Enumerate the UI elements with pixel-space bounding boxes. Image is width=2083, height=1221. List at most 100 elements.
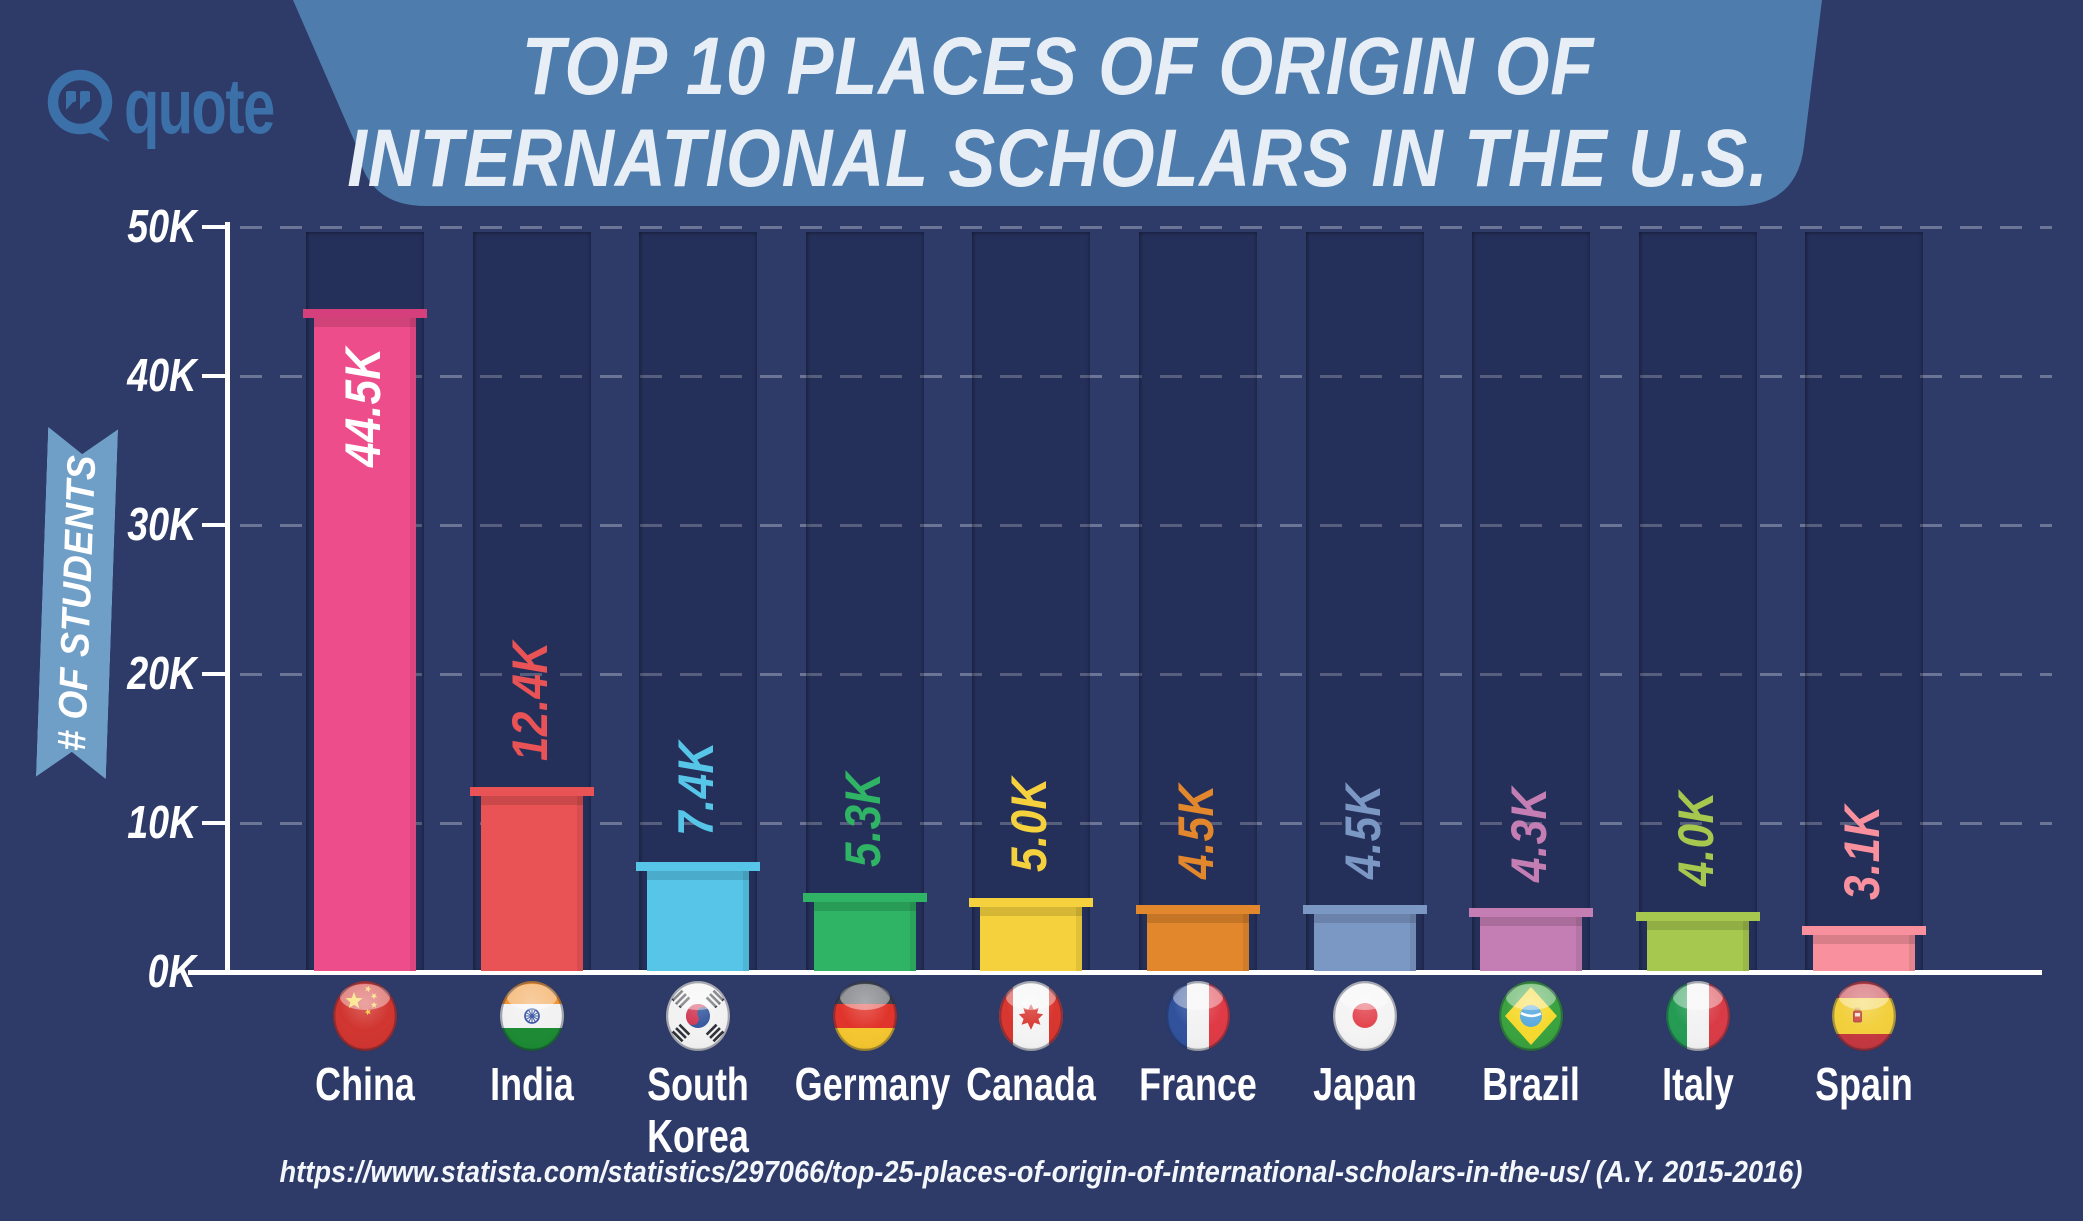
title-banner <box>293 0 1822 206</box>
bar-cap-shadow-brazil <box>1480 917 1582 926</box>
brazil-flag-icon <box>1498 980 1564 1052</box>
gridline-10K <box>240 822 2052 825</box>
gridline-40K <box>240 375 2052 378</box>
page-title-line-2: INTERNATIONAL SCHOLARS IN THE U.S. <box>347 113 1769 204</box>
source-citation: https://www.statista.com/statistics/2970… <box>279 1154 1803 1189</box>
background-column-japan <box>1306 232 1424 970</box>
y-axis-line <box>225 222 230 974</box>
japan-flag-icon <box>1332 980 1398 1052</box>
country-label-spain: Spain <box>1774 1058 1954 1110</box>
bar-cap-south-korea <box>636 862 760 871</box>
y-axis-tick-label-40K: 40K <box>126 349 196 401</box>
france-flag-icon <box>1165 980 1231 1052</box>
country-label-line: Brazil <box>1482 1058 1580 1110</box>
bar-spain <box>1813 935 1915 971</box>
bar-cap-china <box>303 309 427 318</box>
bar-cap-shadow-china <box>314 318 416 327</box>
bar-canada <box>980 907 1082 971</box>
china-flag-icon <box>332 980 398 1052</box>
bar-cap-canada <box>969 898 1093 907</box>
country-label-line: Japan <box>1313 1058 1417 1110</box>
x-axis-line <box>188 970 2042 975</box>
bar-value-label-spain: 3.1K <box>1834 805 1890 900</box>
bar-india <box>481 796 583 971</box>
background-column-spain <box>1805 232 1923 970</box>
bar-cap-shadow-france <box>1147 914 1249 923</box>
y-axis-tick-label-0K: 0K <box>147 945 196 997</box>
y-axis-tick-50K <box>202 225 228 229</box>
bar-value-label-france: 4.5K <box>1168 784 1224 879</box>
bar-value-label-italy: 4.0K <box>1668 791 1724 886</box>
country-label-line: Italy <box>1662 1058 1734 1110</box>
bar-cap-japan <box>1303 905 1427 914</box>
background-column-france <box>1139 232 1257 970</box>
bar-value-label-brazil: 4.3K <box>1501 787 1557 882</box>
y-axis-tick-10K <box>202 821 228 825</box>
bar-germany <box>814 902 916 971</box>
background-column-brazil <box>1472 232 1590 970</box>
bar-value-label-germany: 5.3K <box>835 772 891 867</box>
bar-cap-shadow-germany <box>814 902 916 911</box>
germany-flag-icon <box>832 980 898 1052</box>
bar-cap-shadow-japan <box>1314 914 1416 923</box>
y-axis-tick-label-30K: 30K <box>126 498 196 550</box>
bar-italy <box>1647 921 1749 971</box>
background-column-italy <box>1639 232 1757 970</box>
bar-cap-shadow-canada <box>980 907 1082 916</box>
country-label-canada: Canada <box>941 1058 1121 1110</box>
bar-france <box>1147 914 1249 971</box>
bar-cap-italy <box>1636 912 1760 921</box>
country-label-line: Korea <box>647 1110 749 1162</box>
y-axis-tick-30K <box>202 523 228 527</box>
bar-value-label-canada: 5.0K <box>1001 777 1057 872</box>
bar-cap-shadow-spain <box>1813 935 1915 944</box>
logo-wordmark: quote <box>124 62 275 150</box>
country-label-line: Canada <box>966 1058 1096 1110</box>
bar-value-label-south-korea: 7.4K <box>668 741 724 836</box>
y-axis-tick-label-20K: 20K <box>126 647 196 699</box>
bar-value-label-china: 44.5K <box>335 347 391 467</box>
country-label-germany: Germany <box>775 1058 955 1110</box>
y-axis-tick-40K <box>202 374 228 378</box>
country-label-line: Spain <box>1815 1058 1913 1110</box>
bar-value-label-india: 12.4K <box>502 641 558 761</box>
country-label-line: India <box>490 1058 574 1110</box>
bar-cap-shadow-south-korea <box>647 871 749 880</box>
bar-cap-shadow-india <box>481 796 583 805</box>
background-column-south-korea <box>639 232 757 970</box>
gridline-30K <box>240 524 2052 527</box>
spain-flag-icon <box>1831 980 1897 1052</box>
bar-cap-spain <box>1802 926 1926 935</box>
bar-cap-brazil <box>1469 908 1593 917</box>
canada-flag-icon <box>998 980 1064 1052</box>
gridline-20K <box>240 673 2052 676</box>
gridline-50K <box>240 226 2052 229</box>
quote-bubble-icon <box>47 69 113 142</box>
country-label-france: France <box>1108 1058 1288 1110</box>
country-label-brazil: Brazil <box>1441 1058 1621 1110</box>
bar-china <box>314 318 416 971</box>
country-label-line: China <box>315 1058 415 1110</box>
bar-value-label-japan: 4.5K <box>1335 784 1391 879</box>
bar-cap-france <box>1136 905 1260 914</box>
country-label-line: South <box>647 1058 749 1110</box>
bar-cap-india <box>470 787 594 796</box>
y-axis-tick-label-50K: 50K <box>126 200 196 252</box>
bar-cap-shadow-italy <box>1647 921 1749 930</box>
country-label-japan: Japan <box>1275 1058 1455 1110</box>
bar-brazil <box>1480 917 1582 971</box>
country-label-line: France <box>1139 1058 1257 1110</box>
brand-logo: quote <box>44 64 326 148</box>
country-label-line: Germany <box>794 1058 951 1110</box>
country-label-italy: Italy <box>1608 1058 1788 1110</box>
background-column-canada <box>972 232 1090 970</box>
country-label-india: India <box>442 1058 622 1110</box>
india-flag-icon <box>499 980 565 1052</box>
page-title-line-1: TOP 10 PLACES OF ORIGIN OF <box>521 21 1595 112</box>
y-axis-tick-label-10K: 10K <box>126 796 196 848</box>
country-label-china: China <box>275 1058 455 1110</box>
bar-south-korea <box>647 871 749 971</box>
bar-japan <box>1314 914 1416 971</box>
